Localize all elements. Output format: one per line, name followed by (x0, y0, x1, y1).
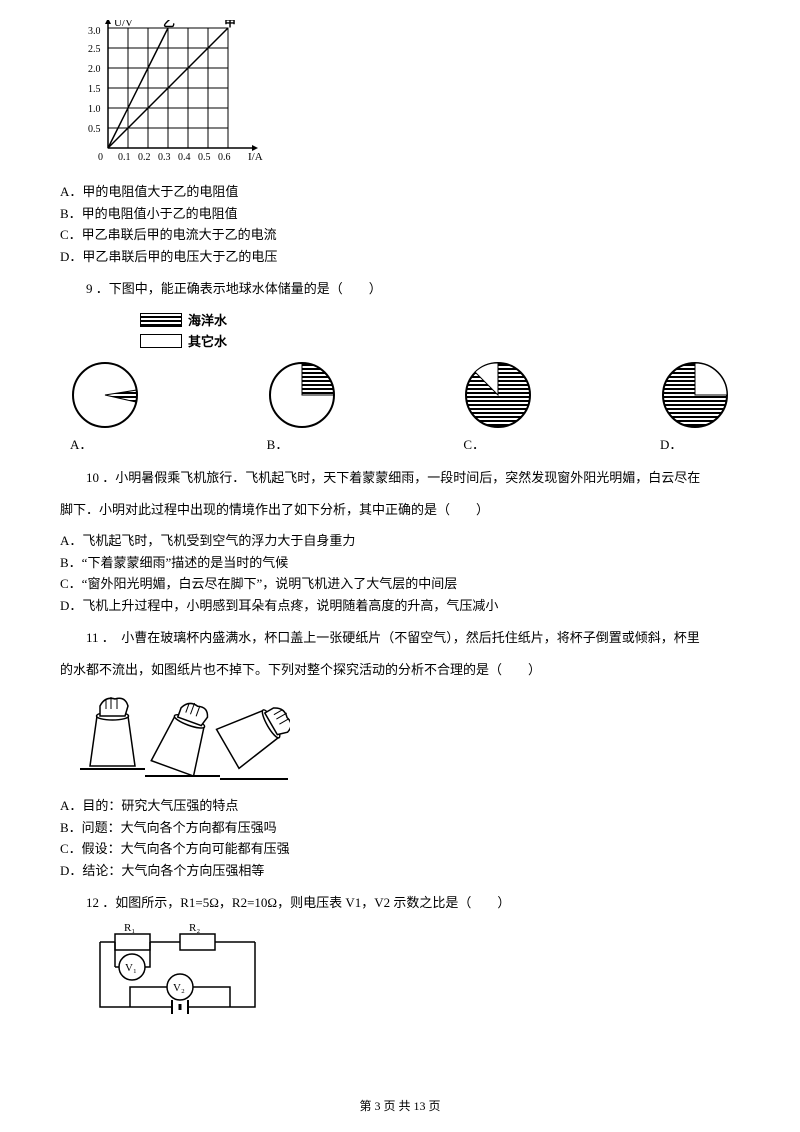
q12-text: 12 ．如图所示，R1=5Ω，R2=10Ω，则电压表 V1，V2 示数之比是（ … (60, 890, 740, 916)
circuit-r2-label: R₂ (189, 922, 200, 934)
svg-text:0.3: 0.3 (158, 152, 171, 163)
q8-option-c: C．甲乙串联后甲的电流大于乙的电流 (60, 225, 740, 245)
legend-ocean-label: 海洋水 (188, 310, 227, 329)
line-yi-label: 乙 (163, 20, 175, 29)
q10-option-c: C．“窗外阳光明媚，白云尽在脚下”，说明飞机进入了大气层的中间层 (60, 574, 740, 594)
legend-other-swatch (140, 334, 182, 348)
q10-text-2: 脚下．小明对此过程中出现的情境作出了如下分析，其中正确的是（ ） (60, 497, 740, 523)
svg-text:0.2: 0.2 (138, 152, 151, 163)
q8-option-b: B．甲的电阻值小于乙的电阻值 (60, 204, 740, 224)
q9-option-c: C． (463, 360, 533, 453)
q9-option-d: D． (660, 360, 730, 453)
svg-text:0.5: 0.5 (88, 124, 101, 135)
svg-text:1.0: 1.0 (88, 104, 101, 115)
y-axis-label: U/V (114, 20, 133, 29)
q11-option-d: D．结论：大气向各个方向压强相等 (60, 861, 740, 881)
circuit-r1-label: R₁ (124, 922, 135, 934)
circuit-v1-label: V₁ (125, 962, 137, 974)
svg-text:0: 0 (98, 152, 103, 163)
q11-text-2: 的水都不流出，如图纸片也不掉下。下列对整个探究活动的分析不合理的是（ ） (60, 657, 740, 683)
q11-text-1: 11 ． 小曹在玻璃杯内盛满水，杯口盖上一张硬纸片（不留空气），然后托住纸片，将… (60, 625, 740, 651)
x-axis-label: I/A (248, 151, 263, 163)
q9-option-a: A． (70, 360, 140, 453)
legend-ocean-swatch (140, 313, 182, 327)
q9-text: 9 ．下图中，能正确表示地球水体储量的是（ ） (60, 276, 740, 302)
line-jia-label: 甲 (224, 20, 236, 29)
q11-option-a: A．目的：研究大气压强的特点 (60, 796, 740, 816)
svg-text:1.5: 1.5 (88, 84, 101, 95)
uv-chart: U/V 乙 甲 I/A 0.5 1.0 1.5 2.0 2.5 3.0 0 0.… (80, 20, 740, 174)
q9-pie-options: A． B． C． D． (60, 360, 740, 453)
circuit-v2-label: V₂ (173, 982, 185, 994)
svg-text:3.0: 3.0 (88, 26, 101, 37)
svg-text:2.5: 2.5 (88, 44, 101, 55)
q8-option-a: A．甲的电阻值大于乙的电阻值 (60, 182, 740, 202)
q12-circuit-diagram: R₁ R₂ V₁ V₂ (90, 922, 740, 1026)
q9-legend: 海洋水 其它水 (140, 310, 740, 350)
svg-text:0.6: 0.6 (218, 152, 231, 163)
q9-option-b: B． (267, 360, 337, 453)
q11-option-c: C．假设：大气向各个方向可能都有压强 (60, 839, 740, 859)
q10-option-d: D．飞机上升过程中，小明感到耳朵有点疼，说明随着高度的升高，气压减小 (60, 596, 740, 616)
svg-text:0.1: 0.1 (118, 152, 131, 163)
q10-option-b: B．“下着蒙蒙细雨”描述的是当时的气候 (60, 553, 740, 573)
page-footer: 第 3 页 共 13 页 (0, 1097, 800, 1114)
q11-cups-illustration (70, 691, 740, 790)
svg-text:0.5: 0.5 (198, 152, 211, 163)
svg-text:0.4: 0.4 (178, 152, 191, 163)
q10-option-a: A．飞机起飞时，飞机受到空气的浮力大于自身重力 (60, 531, 740, 551)
legend-other-label: 其它水 (188, 331, 227, 350)
q8-option-d: D．甲乙串联后甲的电压大于乙的电压 (60, 247, 740, 267)
svg-text:2.0: 2.0 (88, 64, 101, 75)
q10-text-1: 10 ．小明暑假乘飞机旅行．飞机起飞时，天下着蒙蒙细雨，一段时间后，突然发现窗外… (60, 465, 740, 491)
q11-option-b: B．问题：大气向各个方向都有压强吗 (60, 818, 740, 838)
